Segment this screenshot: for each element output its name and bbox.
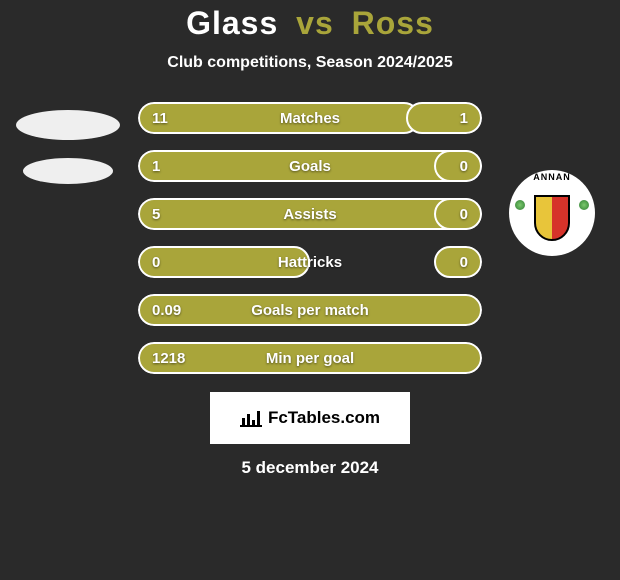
player2-avatar-col: ANNAN: [500, 102, 604, 256]
subtitle: Club competitions, Season 2024/2025: [0, 54, 620, 72]
stat-label: Goals per match: [138, 294, 482, 326]
stat-bar: 50Assists: [138, 198, 482, 230]
stats-area: 111Matches 10Goals 50Assists 00Hattricks 0.0…: [0, 102, 620, 374]
player1-name: Glass: [186, 5, 278, 41]
stat-bar: 0.09Goals per match: [138, 294, 482, 326]
stat-label: Assists: [138, 198, 482, 230]
stat-label: Min per goal: [138, 342, 482, 374]
club-badge: ANNAN: [509, 170, 595, 256]
date-text: 5 december 2024: [0, 458, 620, 478]
stat-label: Goals: [138, 150, 482, 182]
player2-name: Ross: [352, 5, 434, 41]
stat-label: Hattricks: [138, 246, 482, 278]
vs-text: vs: [296, 5, 334, 41]
player1-silhouette-body: [23, 158, 113, 184]
shield-icon: [534, 195, 570, 241]
stat-bar: 00Hattricks: [138, 246, 482, 278]
chart-icon: [240, 409, 262, 427]
stat-bar: 111Matches: [138, 102, 482, 134]
club-name: ANNAN: [509, 172, 595, 182]
stat-bar: 10Goals: [138, 150, 482, 182]
thistle-icon: [579, 200, 589, 210]
stat-bar: 1218Min per goal: [138, 342, 482, 374]
player1-avatar-col: [16, 102, 120, 184]
page-title: Glass vs Ross: [0, 5, 620, 42]
stat-label: Matches: [138, 102, 482, 134]
stat-bars: 111Matches 10Goals 50Assists 00Hattricks 0.0…: [138, 102, 482, 374]
brand-text: FcTables.com: [268, 408, 380, 428]
player1-silhouette-head: [16, 110, 120, 140]
brand-box: FcTables.com: [210, 392, 410, 444]
thistle-icon: [515, 200, 525, 210]
